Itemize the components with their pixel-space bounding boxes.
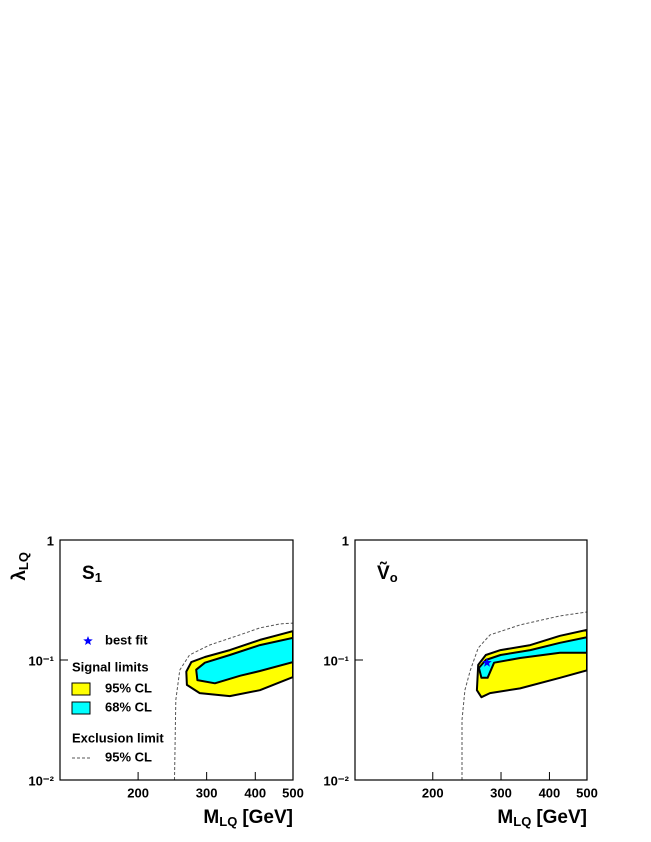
x-tick-label: 400 [244, 785, 266, 800]
y-tick-label: 10⁻² [28, 773, 54, 788]
best-fit-marker [482, 657, 492, 667]
x-tick-label: 200 [422, 785, 444, 800]
x-tick-label: 300 [196, 785, 218, 800]
x-tick-label: 500 [576, 785, 598, 800]
x-tick-label: 400 [539, 785, 561, 800]
x-axis-label: MLQ [GeV] [497, 807, 587, 829]
exclusion-line [174, 622, 293, 780]
x-tick-label: 500 [282, 785, 304, 800]
x-axis-label: MLQ [GeV] [203, 807, 293, 829]
legend-label: best fit [105, 632, 148, 647]
x-label-subscript: LQ [219, 814, 237, 829]
panel-label: Ṽo [377, 562, 398, 585]
y-tick-label: 10⁻¹ [28, 653, 54, 668]
panel-label-main: S [82, 563, 95, 584]
region [195, 636, 293, 685]
panel-label: S1 [82, 563, 102, 585]
legend-group-title: Signal limits [72, 659, 149, 674]
x-label-unit: [GeV] [242, 807, 293, 828]
panel-label-subscript: 1 [95, 570, 102, 585]
y-axis-label: λLQ [9, 552, 31, 581]
y-tick-label: 10⁻¹ [323, 653, 349, 668]
x-label-symbol: M [203, 807, 219, 828]
y-tick-label: 1 [47, 533, 54, 548]
legend-label: 95% CL [105, 680, 152, 695]
x-label-symbol: M [497, 807, 513, 828]
exclusion-line [461, 611, 587, 780]
panel: 200 300 400 500 1 10⁻¹ 10⁻² MLQ [GeV] Ṽo [323, 533, 598, 829]
legend-group-title: Exclusion limit [72, 730, 164, 745]
y-tick-label: 10⁻² [323, 773, 349, 788]
y-label-symbol: λ [9, 570, 30, 581]
x-tick-label: 300 [490, 785, 512, 800]
legend-label: 68% CL [105, 699, 152, 714]
x-label-unit: [GeV] [536, 807, 587, 828]
region [477, 636, 587, 679]
x-label-subscript: LQ [513, 814, 531, 829]
panel-label-subscript: o [390, 570, 398, 585]
panel-label-main: Ṽ [377, 562, 390, 584]
y-label-subscript: LQ [16, 552, 31, 570]
legend-label: 95% CL [105, 749, 152, 764]
legend-marker [83, 636, 93, 646]
y-tick-label: 1 [342, 533, 349, 548]
legend-swatch [71, 682, 91, 696]
x-tick-label: 200 [127, 785, 149, 800]
legend-swatch [71, 701, 91, 715]
